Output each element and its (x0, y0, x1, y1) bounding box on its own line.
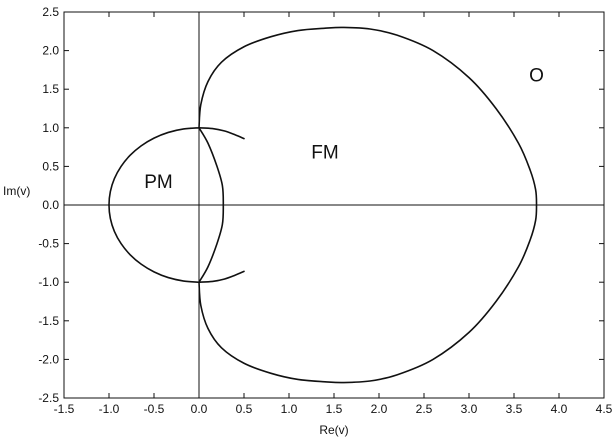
y-tick-label: 2.5 (42, 5, 59, 19)
x-tick-label: -1.0 (99, 402, 120, 416)
x-tick-label: 4.5 (596, 402, 613, 416)
y-tick-label: -1.5 (38, 314, 59, 328)
curve-lower-arc (198, 270, 245, 283)
y-axis-label: Im(v) (3, 184, 30, 198)
region-label-fm: FM (311, 143, 338, 164)
x-tick-label: 0.5 (236, 402, 253, 416)
x-tick-label: 0.0 (191, 402, 208, 416)
y-tick-label: -2.5 (38, 391, 59, 405)
y-axis-ticks: 2.5 2.0 1.5 1.0 0.5 0.0 -0.5 -1.0 -1.5 -2.0 -2.5 (38, 5, 604, 405)
x-tick-label: -1.5 (54, 402, 75, 416)
x-tick-label: 4.0 (551, 402, 568, 416)
x-axis-ticks: -1.5 -1.0 -0.5 0.0 0.5 1.0 1.5 2.0 2.5 3.0 3.5 4.0 4… (54, 12, 613, 416)
region-label-pm: PM (144, 172, 173, 193)
curve-pm-circle (108, 127, 200, 283)
curves (108, 26, 538, 384)
y-tick-label: 0.5 (42, 159, 59, 173)
y-tick-label: -2.0 (38, 352, 59, 366)
x-tick-label: 1.0 (281, 402, 298, 416)
x-tick-label: 3.0 (461, 402, 478, 416)
x-axis-label: Re(v) (319, 423, 348, 437)
zero-axes (64, 12, 604, 398)
curve-fm-boundary (198, 26, 538, 384)
curve-inner-lens (198, 127, 225, 283)
region-labels: PM FM O (144, 65, 544, 193)
x-tick-label: 2.5 (416, 402, 433, 416)
plot-frame (63, 11, 605, 399)
y-tick-label: 2.0 (42, 44, 59, 58)
y-tick-label: -0.5 (38, 237, 59, 251)
x-tick-label: 1.5 (326, 402, 343, 416)
y-tick-label: 1.5 (42, 82, 59, 96)
region-label-o: O (529, 65, 544, 86)
x-tick-label: 3.5 (506, 402, 523, 416)
curve-upper-arc (198, 127, 245, 140)
y-tick-label: 1.0 (42, 121, 59, 135)
x-tick-label: -0.5 (144, 402, 165, 416)
y-tick-label: -1.0 (38, 275, 59, 289)
x-tick-label: 2.0 (371, 402, 388, 416)
y-tick-label: 0.0 (42, 198, 59, 212)
